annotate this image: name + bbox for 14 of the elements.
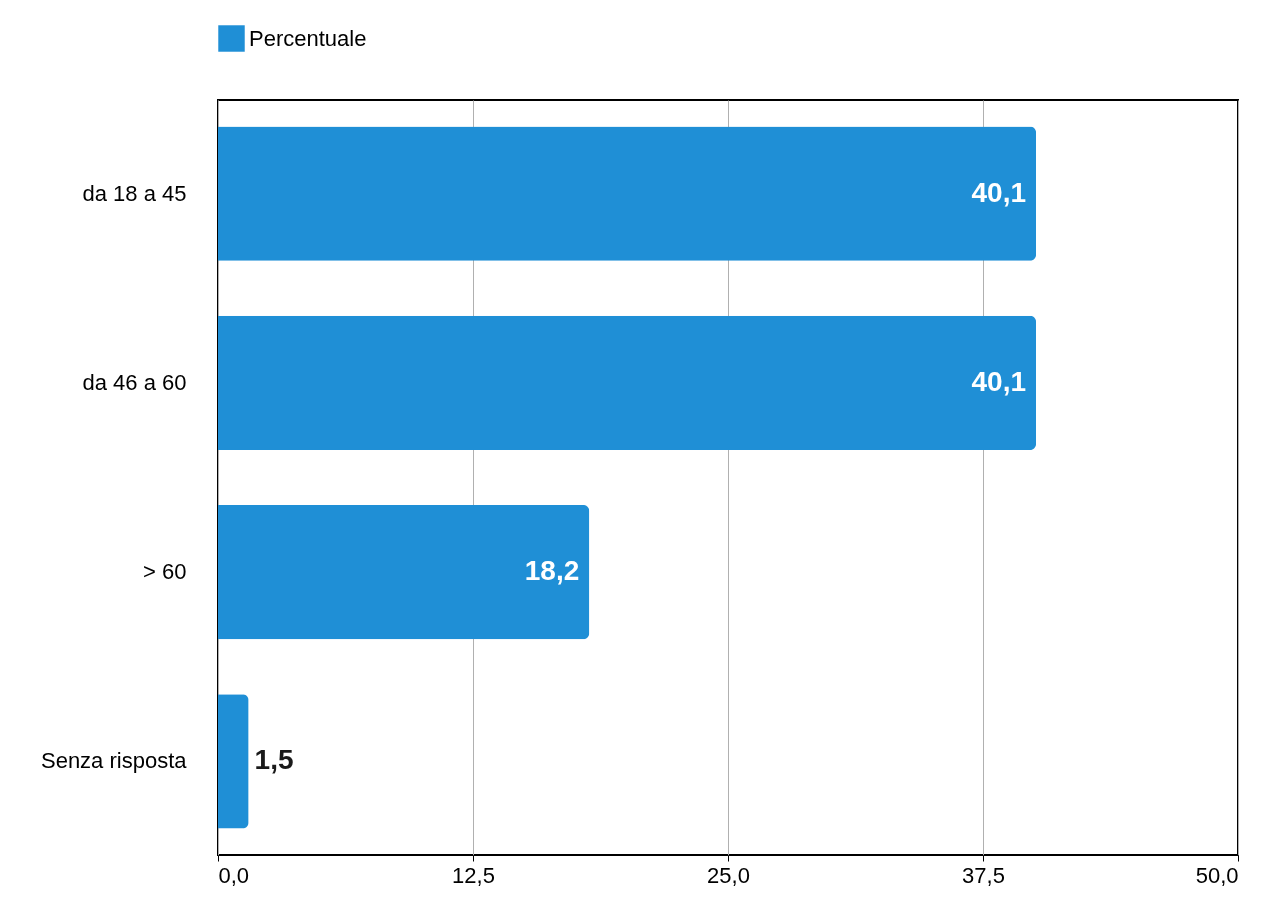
legend-label: Percentuale: [249, 25, 367, 51]
y-tick-label: da 46 a 60: [82, 369, 187, 395]
data-label: 1,5: [254, 744, 294, 776]
x-tick-label: 0,0: [218, 862, 250, 888]
x-tick-label: 12,5: [452, 862, 495, 888]
y-tick-label: Senza risposta: [40, 748, 188, 774]
x-tick-label: 37,5: [962, 862, 1005, 888]
data-label: 40,1: [971, 365, 1027, 397]
data-label: 18,2: [524, 555, 580, 587]
y-tick-label: > 60: [143, 559, 187, 585]
x-tick-label: 25,0: [707, 862, 750, 888]
y-tick-label: da 18 a 45: [82, 180, 187, 206]
data-label: 40,1: [971, 176, 1027, 208]
x-tick-label: 50,0: [1195, 862, 1239, 888]
